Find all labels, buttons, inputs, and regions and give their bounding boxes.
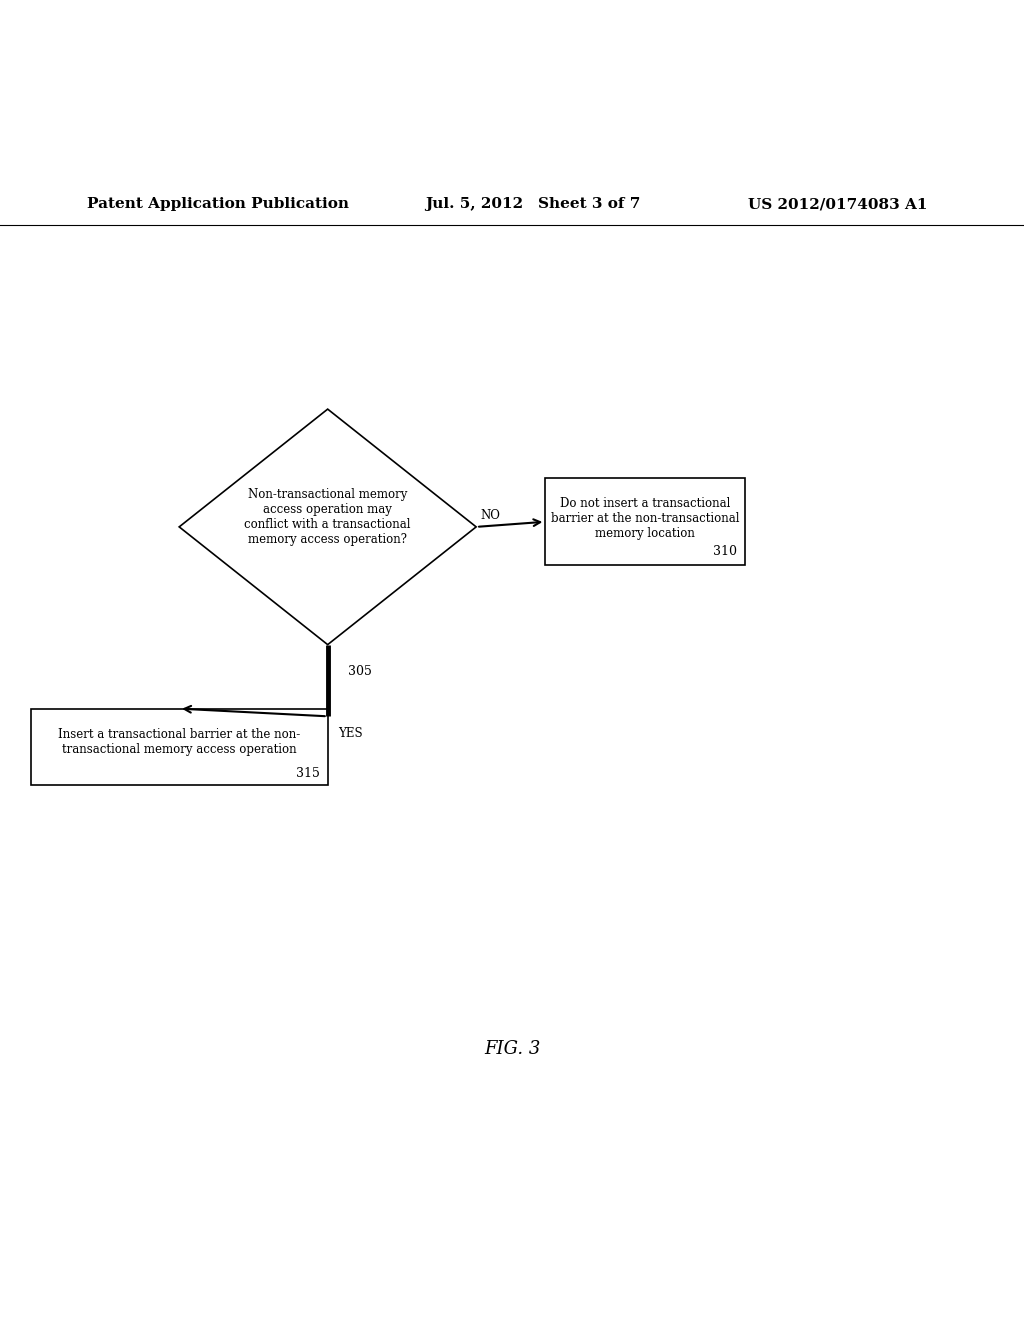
Text: YES: YES (338, 726, 362, 739)
Text: NO: NO (480, 508, 501, 521)
Text: Patent Application Publication: Patent Application Publication (87, 197, 349, 211)
FancyBboxPatch shape (31, 709, 328, 785)
Text: Do not insert a transactional
barrier at the non-transactional
memory location: Do not insert a transactional barrier at… (551, 498, 739, 540)
Text: FIG. 3: FIG. 3 (483, 1040, 541, 1059)
Text: 305: 305 (348, 665, 372, 678)
Text: Jul. 5, 2012: Jul. 5, 2012 (425, 197, 523, 211)
Text: 315: 315 (296, 767, 319, 780)
Text: Sheet 3 of 7: Sheet 3 of 7 (538, 197, 640, 211)
FancyBboxPatch shape (545, 478, 745, 565)
Text: Non-transactional memory
access operation may
conflict with a transactional
memo: Non-transactional memory access operatio… (245, 487, 411, 545)
Text: US 2012/0174083 A1: US 2012/0174083 A1 (748, 197, 927, 211)
Text: 310: 310 (713, 545, 737, 558)
Text: Insert a transactional barrier at the non-
transactional memory access operation: Insert a transactional barrier at the no… (58, 727, 300, 756)
